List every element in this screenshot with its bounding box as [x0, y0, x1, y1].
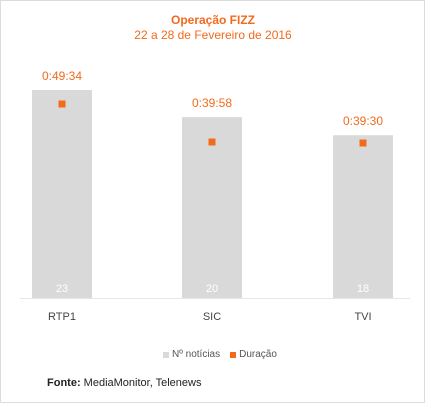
legend-entry-count: Nº notícias — [163, 349, 220, 360]
bar-value-label: 20 — [206, 283, 218, 295]
legend-entry-duration: Duração — [230, 349, 277, 360]
legend-swatch-duration — [230, 351, 237, 358]
source-text: MediaMonitor, Telenews — [83, 377, 202, 389]
duration-label: 0:49:34 — [42, 69, 82, 83]
duration-label: 0:39:30 — [343, 114, 383, 128]
category-label: RTP1 — [48, 311, 76, 323]
duration-point — [359, 139, 367, 147]
legend-swatch-count — [163, 351, 169, 358]
bar-value-label: 18 — [357, 283, 369, 295]
duration-label: 0:39:58 — [192, 96, 232, 110]
source-label: Fonte: — [47, 377, 81, 389]
bar-rtp1 — [32, 90, 92, 298]
legend-label-count: Nº notícias — [172, 349, 221, 360]
bar-tvi — [333, 135, 393, 298]
chart-title: Operação FIZZ — [170, 13, 256, 27]
source-note: Fonte: MediaMonitor, Telenews — [47, 377, 201, 389]
bar-sic — [182, 117, 242, 298]
duration-point — [208, 138, 216, 146]
legend-label-duration: Duração — [239, 349, 277, 360]
bar-value-label: 23 — [56, 283, 68, 295]
chart-legend: Nº notícias Duração — [163, 349, 287, 360]
category-label: SIC — [203, 311, 221, 323]
duration-point — [58, 100, 66, 108]
category-label: TVI — [354, 311, 371, 323]
chart-subtitle: 22 a 28 de Fevereiro de 2016 — [134, 28, 292, 42]
